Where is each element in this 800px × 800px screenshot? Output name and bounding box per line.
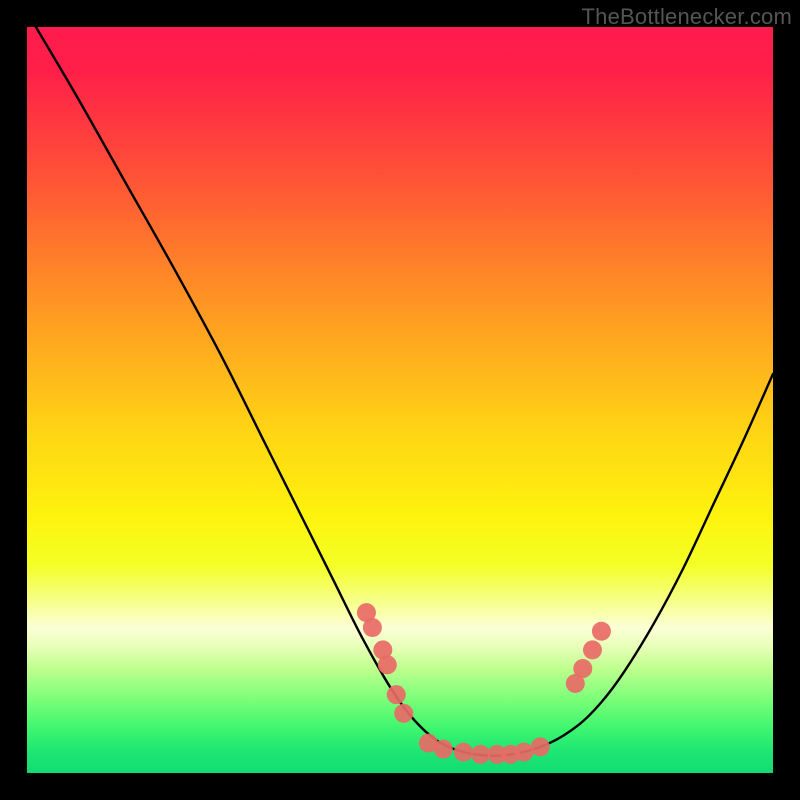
data-marker [454, 743, 473, 762]
data-marker [583, 640, 602, 659]
data-marker [514, 743, 533, 762]
chart-frame: TheBottlenecker.com [0, 0, 800, 800]
plot-area [27, 27, 773, 773]
data-marker [394, 704, 413, 723]
data-marker [378, 655, 397, 674]
data-marker [592, 622, 611, 641]
data-marker [471, 745, 490, 764]
data-marker [363, 618, 382, 637]
data-marker [434, 740, 453, 759]
data-marker [573, 659, 592, 678]
watermark-text: TheBottlenecker.com [582, 4, 792, 30]
data-marker [387, 685, 406, 704]
plot-svg [27, 27, 773, 773]
data-marker [531, 737, 550, 756]
gradient-background [27, 27, 773, 773]
